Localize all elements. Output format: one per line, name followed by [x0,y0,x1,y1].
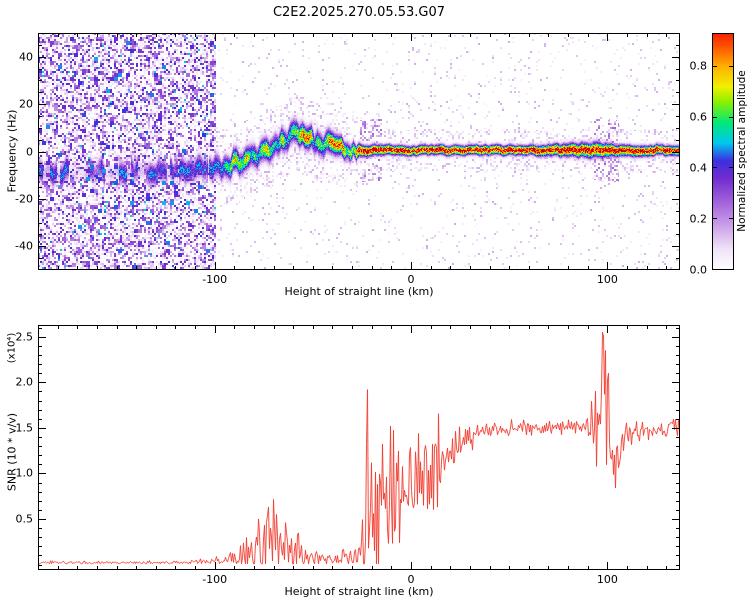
snr-y-tick-label-0: 0.5 [15,512,34,526]
colorbar-tick-label-1: 0.2 [689,212,708,226]
spectrogram-x-tick-label-1: 0 [407,273,415,286]
spectrogram-y-tick-label-2: 0 [26,145,33,158]
colorbar-tick-label-4: 0.8 [689,59,708,73]
colorbar-tick-label-2: 0.4 [689,161,708,175]
colorbar [712,33,734,270]
snr-y-tick-label-3: 2.0 [15,375,34,389]
colorbar-tick-label-0: 0.0 [689,263,708,277]
spectrogram-y-tick-label-1: 20 [19,97,33,111]
spectrogram-plot [38,33,680,270]
snr-x-tick-label-0: -100 [202,573,228,586]
spectrogram-y-tick-label-3: -20 [15,192,33,206]
snr-x-tick-label-2: 100 [596,573,618,586]
figure-title: C2E2.2025.270.05.53.G07 [272,5,446,20]
snr-y-tick-label-4: 2.5 [15,330,34,344]
spectrogram-y-tick-label-0: 40 [19,50,33,64]
colorbar-label: Normalized spectral amplitude [736,70,748,232]
spectrogram-x-tick-label-0: -100 [202,273,228,286]
snr-x-axis-label: Height of straight line (km) [284,585,434,598]
spectrogram-y-axis-label: Frequency (Hz) [5,109,19,193]
spectrogram-y-tick-label-4: -40 [15,239,33,253]
snr-x-tick-label-1: 0 [407,573,415,586]
snr-y-tick-label-1: 1.0 [15,466,34,480]
spectrogram-x-axis-label: Height of straight line (km) [284,285,434,298]
snr-y-tick-label-2: 1.5 [15,421,34,435]
spectrogram-x-tick-label-2: 100 [596,273,618,286]
colorbar-tick-label-3: 0.6 [689,110,708,124]
snr-plot [38,325,680,570]
